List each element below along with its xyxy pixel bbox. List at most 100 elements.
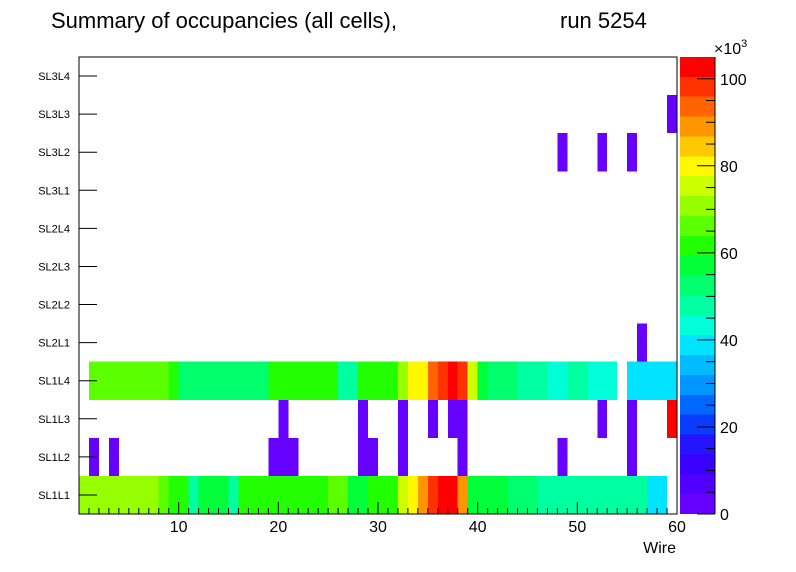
heatmap-cell-sl1l4 — [467, 361, 478, 400]
color-scale-tick-label: 0 — [720, 507, 729, 524]
heatmap-cell-sl1l3 — [447, 399, 468, 438]
heatmap-cell-sl2l1 — [637, 323, 648, 362]
heatmap-cell-sl3l2 — [597, 133, 608, 172]
heatmap-cell-sl1l4 — [567, 361, 588, 400]
heatmap-cell-sl1l4 — [268, 361, 339, 400]
color-scale-swatch — [680, 374, 715, 395]
y-tick-label: SL1L1 — [38, 490, 70, 502]
y-tick-label: SL1L4 — [38, 376, 70, 388]
heatmap-cell-sl1l1 — [348, 475, 369, 514]
color-scale-swatch — [680, 235, 715, 256]
heatmap-cell-sl1l1 — [168, 475, 189, 514]
color-scale-swatch — [680, 295, 715, 316]
color-scale-swatch — [680, 454, 715, 475]
heatmap-cell-sl1l2 — [557, 437, 568, 476]
y-tick-label: SL3L3 — [38, 109, 70, 121]
color-scale-swatch — [680, 96, 715, 117]
color-scale-swatch — [680, 335, 715, 356]
heatmap-cell-sl1l1 — [278, 475, 329, 514]
color-scale-swatch — [680, 315, 715, 336]
heatmap-cell-sl1l1 — [647, 475, 668, 514]
heatmap-cell-sl1l1 — [437, 475, 458, 514]
color-scale-tick-label: 20 — [720, 420, 738, 437]
heatmap-cell-sl1l4 — [457, 361, 468, 400]
heatmap-cell-sl1l1 — [407, 475, 418, 514]
color-scale-swatch — [680, 394, 715, 415]
heatmap-cell-sl1l1 — [188, 475, 199, 514]
heatmap-cell-sl1l1 — [158, 475, 169, 514]
heatmap-cell-sl1l2 — [397, 437, 408, 476]
color-scale-swatch — [680, 434, 715, 455]
y-tick-label: SL3L1 — [38, 185, 70, 197]
heatmap-cell-sl1l4 — [547, 361, 568, 400]
heatmap-cell-sl1l4 — [427, 361, 438, 400]
run-label: run 5254 — [560, 8, 647, 33]
heatmap-cell-sl1l4 — [627, 361, 677, 400]
heatmap-cells — [79, 95, 677, 514]
heatmap-cell-sl1l3 — [667, 399, 677, 438]
heatmap-cell-sl1l3 — [278, 399, 289, 438]
x-tick-label: 20 — [269, 519, 287, 536]
heatmap-cell-sl1l3 — [627, 399, 638, 438]
y-tick-label: SL2L4 — [38, 223, 70, 235]
heatmap-cell-sl1l1 — [417, 475, 428, 514]
color-scale-tick-label: 60 — [720, 246, 738, 263]
heatmap-cell-sl1l2 — [457, 437, 468, 476]
heatmap-cell-sl1l1 — [467, 475, 508, 514]
heatmap-cell-sl1l3 — [597, 399, 608, 438]
y-tick-label: SL2L2 — [38, 300, 70, 312]
heatmap-cell-sl1l1 — [368, 475, 398, 514]
color-scale-ticks: 0 20 40 60 80 100 — [697, 57, 747, 524]
x-tick-label: 60 — [668, 519, 686, 536]
color-scale — [680, 57, 715, 514]
x-axis: 10 20 30 40 50 60 — [88, 502, 686, 536]
heatmap-cell-sl1l4 — [88, 361, 169, 400]
heatmap-cell-sl1l4 — [437, 361, 448, 400]
color-scale-tick-label: 80 — [720, 159, 738, 176]
color-scale-swatch — [680, 275, 715, 296]
color-scale-swatch — [680, 355, 715, 375]
heatmap-cell-sl1l1 — [238, 475, 279, 514]
heatmap-cell-sl1l4 — [168, 361, 179, 400]
heatmap-cell-sl1l4 — [338, 361, 359, 400]
heatmap-cell-sl1l4 — [407, 361, 428, 400]
heatmap-cell-sl1l3 — [397, 399, 408, 438]
y-tick-label: SL3L2 — [38, 147, 70, 159]
heatmap-cell-sl1l2 — [268, 437, 299, 476]
y-tick-label: SL2L1 — [38, 338, 70, 350]
heatmap-cell-sl3l2 — [557, 133, 568, 172]
color-scale-swatch — [680, 474, 715, 495]
heatmap-cell-sl1l1 — [457, 475, 468, 514]
heatmap-cell-sl3l2 — [627, 133, 638, 172]
y-tick-label: SL1L2 — [38, 452, 70, 464]
heatmap-cell-sl1l2 — [358, 437, 378, 476]
heatmap-cell-sl1l1 — [397, 475, 408, 514]
y-tick-label: SL3L4 — [38, 71, 70, 83]
color-scale-exponent: ×103 — [714, 38, 747, 58]
x-tick-label: 40 — [469, 519, 487, 536]
chart-title: Summary of occupancies (all cells), — [51, 8, 397, 33]
heatmap-cell-sl1l4 — [587, 361, 618, 400]
color-scale-swatch — [680, 176, 715, 197]
heatmap-cell-sl1l4 — [447, 361, 458, 400]
color-scale-swatch — [680, 255, 715, 276]
color-scale-swatch — [680, 57, 715, 77]
heatmap-cell-sl1l3 — [358, 399, 369, 438]
heatmap-cell-sl1l1 — [507, 475, 538, 514]
heatmap-cell-sl3l3 — [667, 95, 677, 134]
x-tick-label: 30 — [369, 519, 387, 536]
heatmap-cell-sl1l1 — [537, 475, 648, 514]
x-tick-label: 10 — [170, 519, 188, 536]
y-tick-label: SL1L3 — [38, 414, 70, 426]
heatmap-cell-sl1l1 — [198, 475, 229, 514]
y-tick-label: SL2L3 — [38, 261, 70, 273]
heatmap-cell-sl1l3 — [427, 399, 438, 438]
color-scale-tick-label: 40 — [720, 333, 738, 350]
heatmap-cell-sl1l1 — [328, 475, 349, 514]
heatmap-cell-sl1l1 — [228, 475, 239, 514]
color-scale-swatch — [680, 215, 715, 236]
color-scale-swatch — [680, 116, 715, 137]
heatmap-cell-sl1l4 — [358, 361, 398, 400]
color-scale-swatch — [680, 76, 715, 97]
